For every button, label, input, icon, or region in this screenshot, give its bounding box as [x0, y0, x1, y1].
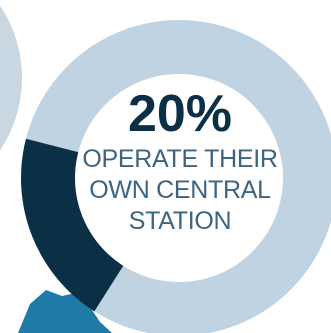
donut-center-label: 20% OPERATE THEIR OWN CENTRAL STATION: [80, 84, 280, 237]
donut-hole: [75, 74, 283, 282]
caption-line-1: OPERATE THEIR: [82, 145, 278, 173]
neighbor-donut-fragment: [0, 5, 22, 151]
percentage-value: 20%: [127, 85, 233, 143]
caption-line-3: STATION: [128, 207, 232, 235]
caption-line-2: OWN CENTRAL: [89, 176, 271, 204]
accent-shape-fragment: [18, 290, 112, 333]
